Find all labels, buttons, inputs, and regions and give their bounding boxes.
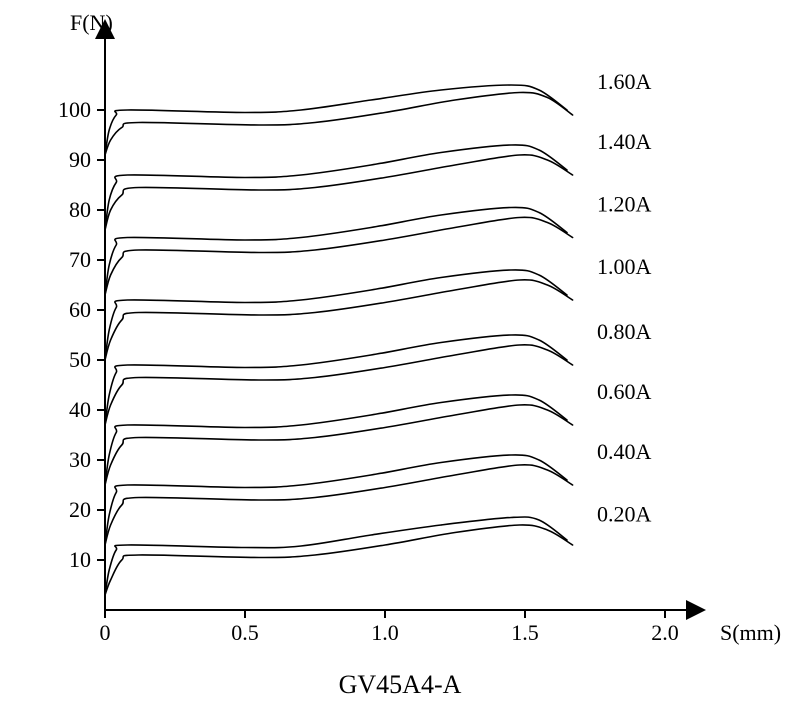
series-label: 1.20A	[597, 192, 652, 217]
svg-text:2.0: 2.0	[651, 620, 679, 645]
svg-text:1.0: 1.0	[371, 620, 399, 645]
svg-text:70: 70	[69, 247, 91, 272]
force-displacement-chart: 0 0.5 1.0 1.5 2.0 10 20 30 40 50 60 70 80 90 100 S(mm) F…	[0, 0, 800, 724]
svg-text:1.5: 1.5	[511, 620, 539, 645]
svg-text:F(N): F(N)	[70, 10, 113, 35]
svg-text:S(mm): S(mm)	[720, 620, 781, 645]
svg-text:30: 30	[69, 447, 91, 472]
svg-text:10: 10	[69, 547, 91, 572]
svg-text:80: 80	[69, 197, 91, 222]
series-label: 1.40A	[597, 129, 652, 154]
svg-text:60: 60	[69, 297, 91, 322]
series-label: 0.80A	[597, 319, 652, 344]
series-label: 0.20A	[597, 502, 652, 527]
svg-text:40: 40	[69, 397, 91, 422]
svg-text:20: 20	[69, 497, 91, 522]
svg-text:50: 50	[69, 347, 91, 372]
series-label: 1.00A	[597, 254, 652, 279]
svg-text:100: 100	[58, 97, 91, 122]
svg-text:0.5: 0.5	[231, 620, 259, 645]
svg-text:90: 90	[69, 147, 91, 172]
series-label: 1.60A	[597, 69, 652, 94]
series-label: 0.40A	[597, 439, 652, 464]
svg-text:0: 0	[100, 620, 111, 645]
chart-title: GV45A4-A	[0, 670, 800, 700]
series-label: 0.60A	[597, 379, 652, 404]
